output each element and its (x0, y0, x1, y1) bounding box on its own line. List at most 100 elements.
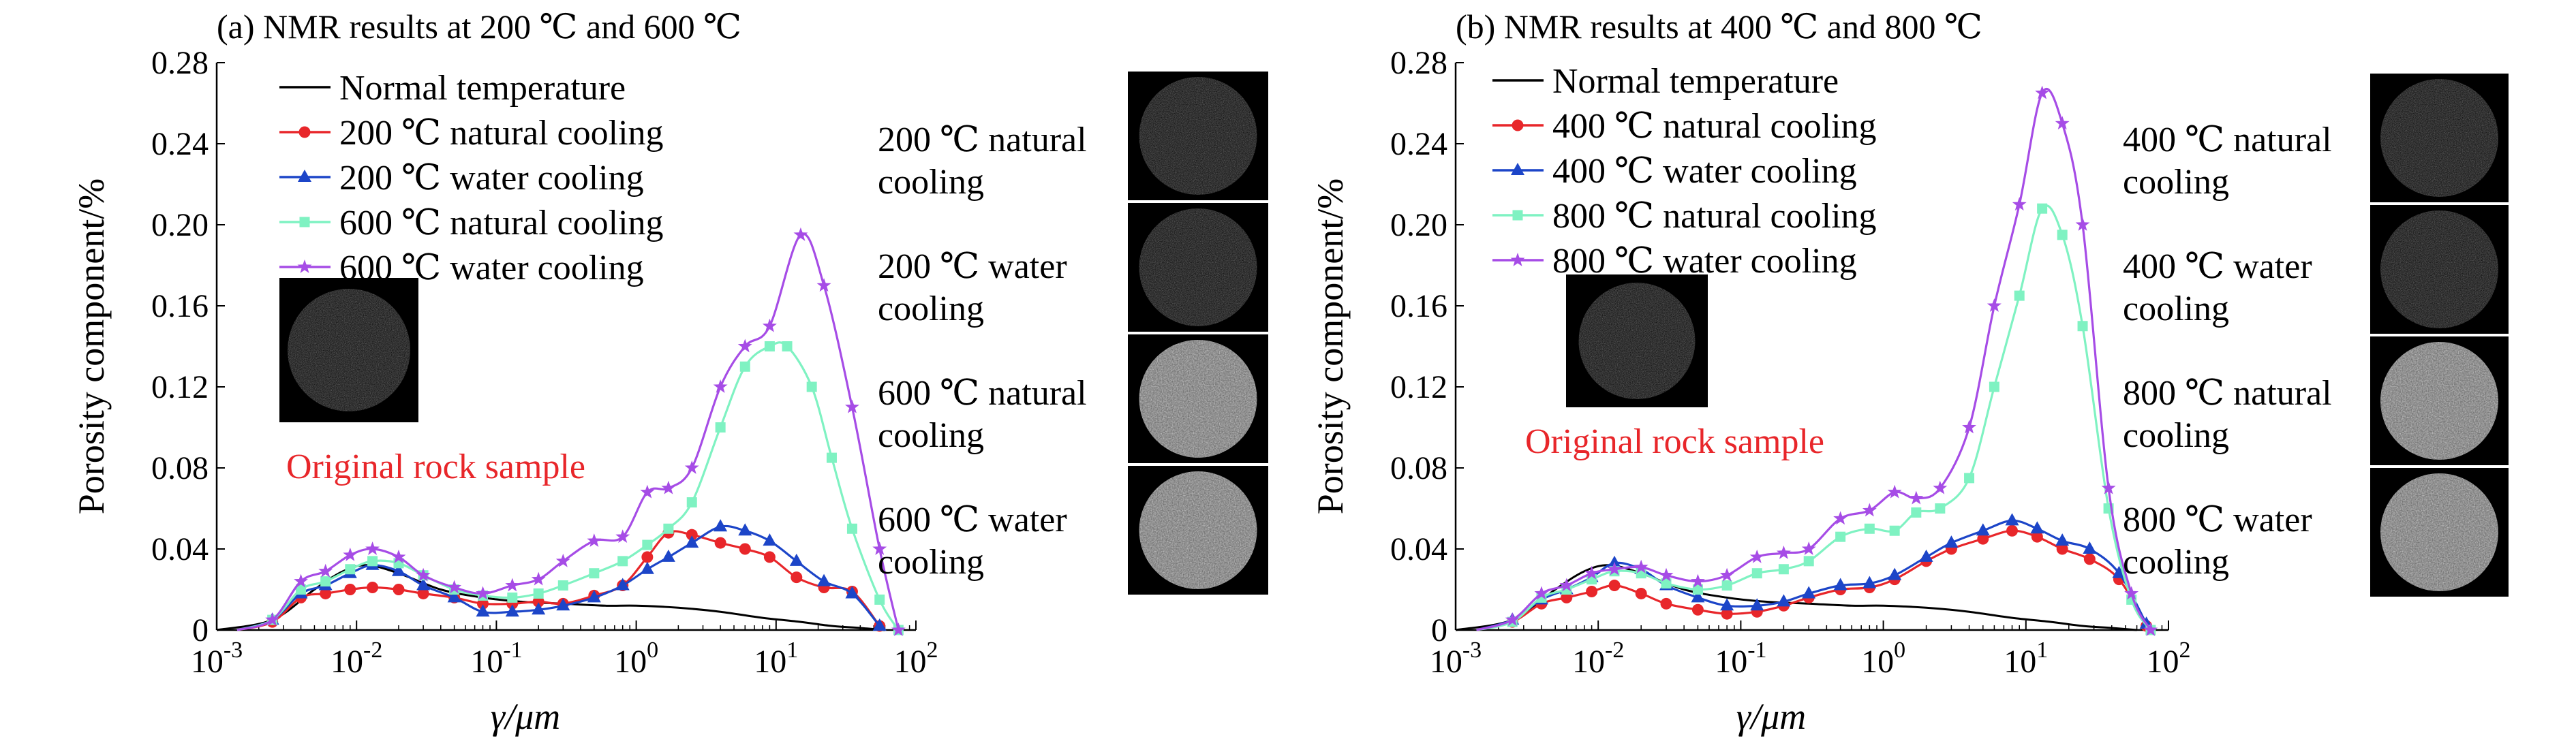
sample-image (2380, 342, 2498, 460)
x-tick-label: 10-2 (1572, 638, 1624, 680)
data-point (793, 227, 808, 241)
data-point (1534, 586, 1549, 600)
x-tick-base: 10 (1715, 644, 1747, 680)
data-point (1661, 578, 1672, 589)
legend-label: 400 ℃ natural cooling (1552, 107, 1877, 146)
data-point (1919, 549, 1933, 562)
data-point (505, 578, 520, 592)
data-point (826, 452, 837, 463)
data-point (367, 556, 378, 567)
sample-image (1139, 340, 1257, 458)
data-point (2101, 480, 2116, 494)
data-point (1909, 490, 1924, 505)
x-tick-exponent: 2 (2179, 638, 2191, 663)
data-point (1691, 603, 1704, 616)
data-point (367, 582, 379, 594)
x-tick-base: 10 (754, 644, 786, 680)
data-point (476, 604, 490, 617)
image-caption: 200 ℃ water (878, 247, 1067, 286)
x-tick-base: 10 (470, 644, 503, 680)
chart-title: (b) NMR results at 400 ℃ and 800 ℃ (1456, 7, 1982, 46)
data-point (296, 584, 307, 595)
x-tick-exponent: 1 (2036, 638, 2048, 663)
data-point (393, 584, 405, 595)
data-point (762, 318, 777, 332)
data-point (816, 278, 831, 292)
data-point (615, 578, 630, 591)
x-axis-label: γ/μm (491, 696, 560, 737)
image-caption: 400 ℃ natural (2123, 121, 2332, 159)
data-point (1719, 567, 1734, 582)
image-caption: cooling (2123, 416, 2229, 455)
annotation-original-rock-sample: Original rock sample (1525, 422, 1824, 461)
data-point (1801, 541, 1816, 555)
y-tick-label: 0.12 (151, 369, 209, 405)
x-tick-label: 10-2 (331, 638, 382, 680)
sample-image (1139, 77, 1257, 195)
data-point (533, 588, 544, 599)
data-point (1776, 546, 1791, 559)
data-point (2014, 290, 2025, 301)
data-point (1586, 585, 1598, 597)
x-tick-exponent: 2 (927, 638, 938, 663)
legend-entry: Normal temperature (1492, 62, 1839, 101)
data-point (713, 379, 728, 393)
legend-entry: 200 ℃ natural cooling (279, 114, 664, 153)
legend-marker (1512, 119, 1524, 131)
legend-entry: 400 ℃ water cooling (1492, 152, 1857, 191)
data-point (1505, 612, 1520, 626)
series-1 (236, 526, 886, 632)
sample-image (1139, 471, 1257, 589)
data-point (685, 535, 699, 548)
legend-entry: 600 ℃ natural cooling (279, 204, 664, 242)
y-tick-label: 0.04 (151, 531, 209, 567)
legend-entry: 800 ℃ water cooling (1492, 242, 1857, 281)
data-point (661, 549, 675, 562)
image-caption: cooling (2123, 543, 2229, 582)
x-tick-exponent: 0 (647, 638, 658, 663)
x-axis-label: γ/μm (1736, 696, 1806, 737)
data-point (642, 539, 653, 550)
legend-label: 800 ℃ natural cooling (1552, 197, 1877, 236)
data-point (2056, 543, 2068, 555)
data-point (2030, 521, 2044, 534)
data-point (1835, 531, 1846, 542)
data-point (1977, 533, 1989, 545)
original-sample-image (288, 289, 410, 411)
image-caption: cooling (2123, 289, 2229, 328)
data-point (1584, 565, 1599, 580)
image-caption: 800 ℃ natural (2123, 374, 2332, 413)
legend-marker (298, 170, 311, 182)
data-point (320, 587, 332, 599)
y-tick-label: 0.20 (151, 207, 209, 243)
data-point (2077, 321, 2088, 332)
legend-marker (299, 217, 310, 227)
data-point (555, 553, 570, 567)
data-point (589, 568, 600, 579)
data-point (615, 529, 630, 543)
image-caption: 800 ℃ water (2123, 501, 2312, 539)
chart-panel-1: (a) NMR results at 200 ℃ and 600 ℃ 0 0.04 0… (71, 7, 1268, 737)
data-point (1911, 507, 1922, 518)
data-point (320, 576, 331, 587)
legend-label: 200 ℃ water cooling (339, 159, 644, 198)
original-sample-image (1578, 283, 1696, 399)
sample-image-brightness (2380, 473, 2498, 591)
data-point (739, 361, 750, 372)
x-tick-base: 10 (894, 644, 927, 680)
legend-entry: 200 ℃ water cooling (279, 159, 644, 198)
data-point (1691, 590, 1705, 603)
data-point (507, 592, 518, 603)
data-point (1692, 584, 1703, 595)
x-tick-label: 10-3 (191, 638, 243, 680)
image-caption: 200 ℃ natural (878, 121, 1087, 159)
x-tick-base: 10 (614, 644, 647, 680)
data-point (1889, 525, 1900, 536)
x-tick-label: 10-1 (470, 638, 522, 680)
x-tick-exponent: -3 (224, 638, 243, 663)
data-point (891, 623, 906, 636)
x-tick-label: 102 (2147, 638, 2191, 680)
data-point (686, 529, 698, 541)
data-point (1721, 580, 1732, 591)
series-2 (1476, 513, 2153, 631)
